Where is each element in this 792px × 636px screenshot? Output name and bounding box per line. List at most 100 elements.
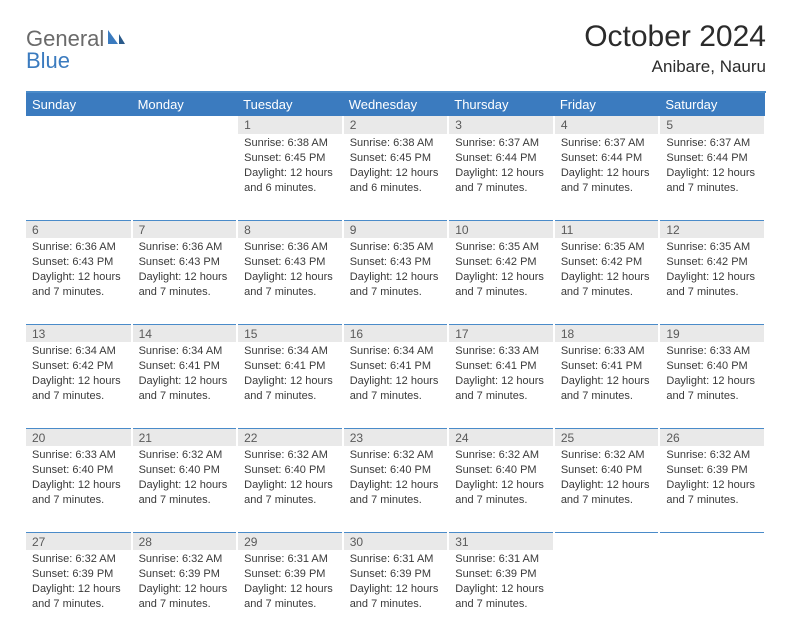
day-number-cell: 2 <box>343 116 449 134</box>
day-content-cell: Sunrise: 6:31 AMSunset: 6:39 PMDaylight:… <box>343 550 449 636</box>
sunrise-text: Sunrise: 6:32 AM <box>350 448 446 463</box>
sunrise-text: Sunrise: 6:34 AM <box>350 344 446 359</box>
daylight-text-1: Daylight: 12 hours <box>350 270 446 285</box>
sunset-text: Sunset: 6:41 PM <box>139 359 235 374</box>
sunset-text: Sunset: 6:43 PM <box>350 255 446 270</box>
page-title: October 2024 <box>584 20 766 53</box>
day-number-cell: 25 <box>554 428 660 446</box>
day-content-cell: Sunrise: 6:37 AMSunset: 6:44 PMDaylight:… <box>659 134 765 220</box>
day-content-cell: Sunrise: 6:32 AMSunset: 6:40 PMDaylight:… <box>343 446 449 532</box>
day-number-cell: 9 <box>343 220 449 238</box>
sunrise-text: Sunrise: 6:34 AM <box>139 344 235 359</box>
daylight-text-1: Daylight: 12 hours <box>244 582 340 597</box>
sunrise-text: Sunrise: 6:36 AM <box>32 240 129 255</box>
day-number-cell: 7 <box>132 220 238 238</box>
sunrise-text: Sunrise: 6:31 AM <box>244 552 340 567</box>
weekday-thu: Thursday <box>448 93 554 116</box>
sunset-text: Sunset: 6:41 PM <box>455 359 551 374</box>
daylight-text-1: Daylight: 12 hours <box>32 582 129 597</box>
sunset-text: Sunset: 6:40 PM <box>666 359 762 374</box>
sunset-text: Sunset: 6:40 PM <box>32 463 129 478</box>
daylight-text-1: Daylight: 12 hours <box>455 374 551 389</box>
daylight-text-2: and 7 minutes. <box>666 285 762 300</box>
sunrise-text: Sunrise: 6:36 AM <box>244 240 340 255</box>
sunrise-text: Sunrise: 6:38 AM <box>244 136 340 151</box>
sunrise-text: Sunrise: 6:38 AM <box>350 136 446 151</box>
day-content-cell: Sunrise: 6:32 AMSunset: 6:39 PMDaylight:… <box>26 550 132 636</box>
daylight-text-2: and 7 minutes. <box>350 389 446 404</box>
day-number-cell: 11 <box>554 220 660 238</box>
daylight-text-1: Daylight: 12 hours <box>666 374 762 389</box>
daylight-text-1: Daylight: 12 hours <box>139 374 235 389</box>
daylight-text-2: and 7 minutes. <box>244 285 340 300</box>
sunrise-text: Sunrise: 6:32 AM <box>139 552 235 567</box>
sunset-text: Sunset: 6:42 PM <box>32 359 129 374</box>
daynum-row: 2728293031 <box>26 532 765 550</box>
weekday-sat: Saturday <box>659 93 765 116</box>
daylight-text-1: Daylight: 12 hours <box>666 478 762 493</box>
sunset-text: Sunset: 6:43 PM <box>244 255 340 270</box>
sunset-text: Sunset: 6:41 PM <box>244 359 340 374</box>
daylight-text-1: Daylight: 12 hours <box>32 478 129 493</box>
daylight-text-2: and 7 minutes. <box>666 389 762 404</box>
daylight-text-2: and 7 minutes. <box>561 285 657 300</box>
day-content-cell: Sunrise: 6:31 AMSunset: 6:39 PMDaylight:… <box>448 550 554 636</box>
sunrise-text: Sunrise: 6:35 AM <box>350 240 446 255</box>
daylight-text-2: and 7 minutes. <box>350 597 446 612</box>
sunset-text: Sunset: 6:40 PM <box>139 463 235 478</box>
logo-blue-wrap: Blue <box>28 48 70 74</box>
sunrise-text: Sunrise: 6:32 AM <box>139 448 235 463</box>
weekday-mon: Monday <box>132 93 238 116</box>
weekday-sun: Sunday <box>26 93 132 116</box>
day-content-cell: Sunrise: 6:34 AMSunset: 6:41 PMDaylight:… <box>237 342 343 428</box>
sunset-text: Sunset: 6:41 PM <box>350 359 446 374</box>
sunrise-text: Sunrise: 6:32 AM <box>666 448 762 463</box>
day-content-cell: Sunrise: 6:33 AMSunset: 6:40 PMDaylight:… <box>26 446 132 532</box>
day-number-cell: 13 <box>26 324 132 342</box>
daylight-text-2: and 6 minutes. <box>244 181 340 196</box>
sunset-text: Sunset: 6:39 PM <box>139 567 235 582</box>
daynum-row: 20212223242526 <box>26 428 765 446</box>
day-content-row: Sunrise: 6:34 AMSunset: 6:42 PMDaylight:… <box>26 342 765 428</box>
day-content-row: Sunrise: 6:32 AMSunset: 6:39 PM Daylight:… <box>26 550 765 636</box>
day-content-cell <box>659 550 765 636</box>
sunset-text: Sunset: 6:43 PM <box>139 255 235 270</box>
daylight-text-2: and 7 minutes. <box>561 181 657 196</box>
daylight-text-1: Daylight: 12 hours <box>350 582 446 597</box>
day-content-cell: Sunrise: 6:32 AMSunset: 6:40 PMDaylight:… <box>554 446 660 532</box>
day-content-row: Sunrise: 6:38 AMSunset: 6:45 PMDaylight:… <box>26 134 765 220</box>
sunrise-text: Sunrise: 6:37 AM <box>666 136 762 151</box>
daylight-text-2: and 6 minutes. <box>350 181 446 196</box>
sunrise-text: Sunrise: 6:34 AM <box>32 344 129 359</box>
day-content-cell: Sunrise: 6:36 AMSunset: 6:43 PMDaylight:… <box>26 238 132 324</box>
day-number-cell: 24 <box>448 428 554 446</box>
daylight-text-1: Daylight: 12 hours <box>244 166 340 181</box>
day-number-cell: 8 <box>237 220 343 238</box>
sunrise-text: Sunrise: 6:33 AM <box>32 448 129 463</box>
daynum-row: 13141516171819 <box>26 324 765 342</box>
daylight-text-1: Daylight: 12 hours <box>244 270 340 285</box>
daylight-text-1: Daylight: 12 hours <box>455 478 551 493</box>
daylight-text-2: and 7 minutes. <box>139 285 235 300</box>
logo-text-blue: Blue <box>26 48 70 73</box>
day-number-cell: 28 <box>132 532 238 550</box>
sunrise-text: Sunrise: 6:34 AM <box>244 344 340 359</box>
sunrise-text: Sunrise: 6:37 AM <box>455 136 551 151</box>
daylight-text-2: and 7 minutes. <box>32 285 129 300</box>
page-header: General October 2024 Anibare, Nauru <box>26 20 766 77</box>
weekday-fri: Friday <box>554 93 660 116</box>
day-number-cell: 21 <box>132 428 238 446</box>
daylight-text-2: and 7 minutes. <box>455 493 551 508</box>
weekday-wed: Wednesday <box>343 93 449 116</box>
location-label: Anibare, Nauru <box>584 57 766 77</box>
daylight-text-2: and 7 minutes. <box>139 597 235 612</box>
sunrise-text: Sunrise: 6:35 AM <box>666 240 762 255</box>
day-content-cell: Sunrise: 6:34 AMSunset: 6:41 PMDaylight:… <box>132 342 238 428</box>
day-number-cell: 12 <box>659 220 765 238</box>
day-number-cell: 29 <box>237 532 343 550</box>
day-content-cell: Sunrise: 6:35 AMSunset: 6:42 PMDaylight:… <box>448 238 554 324</box>
daylight-text-2: and 7 minutes. <box>455 285 551 300</box>
day-content-cell <box>132 134 238 220</box>
day-number-cell: 31 <box>448 532 554 550</box>
day-number-cell: 26 <box>659 428 765 446</box>
